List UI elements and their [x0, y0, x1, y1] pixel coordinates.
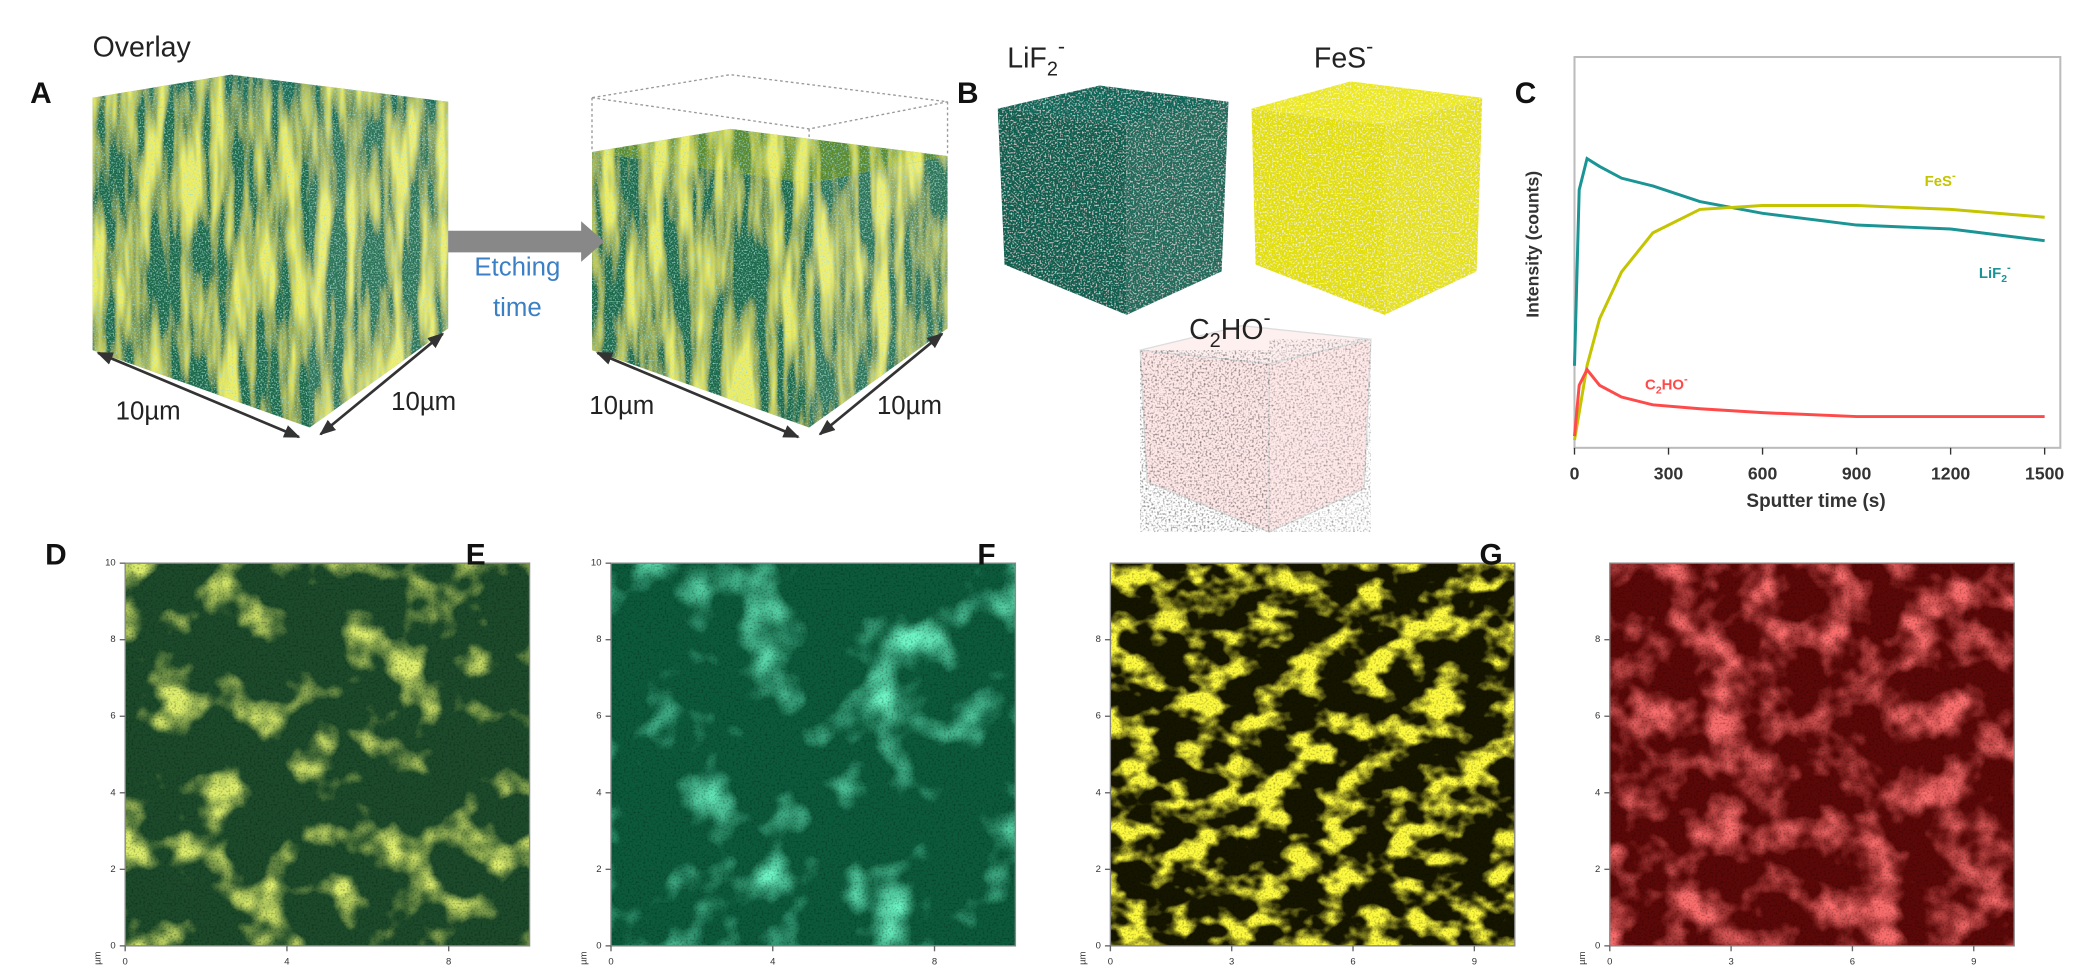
panel-letter: G	[1480, 538, 1503, 571]
y-tick-label: 2	[1595, 864, 1600, 875]
dimension-label: 10µm	[116, 397, 181, 425]
cube-face	[93, 98, 310, 428]
x-tick-label: 1200	[1931, 464, 1970, 484]
y-tick-label: 8	[596, 634, 601, 645]
cube-label: LiF2-	[1007, 34, 1065, 81]
legend-label: LiF2-	[1979, 262, 2011, 285]
y-tick-label: 0	[110, 940, 115, 951]
arrow-label: Etching	[474, 254, 560, 282]
x-tick-label: 300	[1654, 464, 1684, 484]
x-tick-label: 0	[123, 957, 128, 968]
x-tick-label: 1500	[2025, 464, 2064, 484]
dimension-label: 10µm	[589, 392, 654, 420]
cube-dots	[1269, 339, 1371, 532]
axis-unit: µm	[93, 951, 104, 964]
x-tick-label: 3	[1229, 957, 1234, 968]
x-tick-label: 600	[1748, 464, 1778, 484]
red-dots	[1140, 339, 1371, 532]
cube-face	[998, 109, 1127, 315]
cube-face	[1385, 98, 1483, 315]
panel-title: Overlay	[93, 31, 192, 63]
x-tick-label: 8	[446, 957, 451, 968]
y-tick-label: 6	[1096, 711, 1101, 722]
panel-letter: D	[45, 538, 67, 571]
y-tick-label: 8	[1595, 634, 1600, 645]
x-tick-label: 0	[1607, 957, 1612, 968]
y-tick-label: 4	[596, 787, 601, 798]
map-grain	[611, 563, 1015, 946]
cube	[1140, 326, 1371, 532]
x-tick-label: 900	[1842, 464, 1872, 484]
cubes	[93, 75, 1483, 532]
y-tick-label: 2	[110, 864, 115, 875]
panel-letter: B	[957, 77, 979, 110]
legend-label: FeS-	[1925, 170, 1956, 190]
y-tick-label: 4	[1595, 787, 1600, 798]
cube-face	[1127, 102, 1229, 315]
map-panel: D 0 2 4 6 8 10 0 4 8 µm	[45, 538, 529, 967]
y-tick-label: 10	[591, 558, 602, 569]
panel-letter: E	[466, 538, 486, 571]
y-tick-label: 2	[1096, 864, 1101, 875]
arrow-label: time	[493, 294, 542, 322]
y-tick-label: 0	[1096, 940, 1101, 951]
map-panel: F 0 2 4 6 8 0 3 6 9 µm	[977, 538, 1514, 967]
y-tick-label: 0	[1595, 940, 1600, 951]
cube	[1252, 81, 1483, 314]
y-tick-label: 0	[596, 940, 601, 951]
x-tick-label: 8	[932, 957, 937, 968]
cube-label: C2HO-	[1189, 306, 1271, 353]
x-tick-label: 3	[1728, 957, 1733, 968]
maps: D 0 2 4 6 8 10 0 4 8 µm E 0 2 4 6 8 10 0 4 8 µm F 0 2 4 6 8 0 3 6 9 µm G 0…	[45, 538, 2014, 967]
axis-unit: µm	[1078, 951, 1089, 964]
x-tick-label: 0	[608, 957, 613, 968]
map-grain	[125, 563, 529, 946]
cube	[998, 85, 1229, 314]
x-tick-label: 6	[1350, 957, 1355, 968]
dimension-label: 10µm	[877, 392, 942, 420]
cube	[592, 129, 948, 428]
x-tick-label: 4	[770, 957, 775, 968]
y-tick-label: 4	[110, 787, 115, 798]
y-axis-label: Intensity (counts)	[1522, 171, 1542, 318]
y-tick-label: 2	[596, 864, 601, 875]
legend-label: C2HO-	[1645, 373, 1688, 396]
cube-face	[592, 152, 809, 427]
cube-label: FeS-	[1314, 34, 1373, 74]
y-tick-label: 4	[1096, 787, 1101, 798]
y-tick-label: 6	[1595, 711, 1600, 722]
x-axis-label: Sputter time (s)	[1746, 491, 1885, 512]
y-tick-label: 8	[1096, 634, 1101, 645]
x-tick-label: 9	[1971, 957, 1976, 968]
axis-unit: µm	[578, 951, 589, 964]
cube-face	[1252, 109, 1385, 315]
x-tick-label: 4	[284, 957, 289, 968]
y-tick-label: 8	[110, 634, 115, 645]
cube-dots	[1140, 350, 1269, 532]
x-tick-label: 0	[1570, 464, 1580, 484]
panel-letter: C	[1515, 77, 1537, 110]
map-panel: G 0 2 4 6 8 0 3 6 9 µm	[1480, 538, 2015, 967]
figure: A Overlay Etching time 10µm 10µm 10µm 10…	[0, 0, 2100, 973]
map-panel: E 0 2 4 6 8 10 0 4 8 µm	[466, 538, 1016, 967]
dimension-label: 10µm	[391, 388, 456, 416]
panel-letter: F	[977, 538, 995, 571]
map-grain	[1110, 563, 1514, 946]
x-tick-label: 6	[1850, 957, 1855, 968]
y-tick-label: 6	[596, 711, 601, 722]
y-tick-label: 10	[105, 558, 116, 569]
axis-unit: µm	[1577, 951, 1588, 964]
x-tick-label: 0	[1108, 957, 1113, 968]
cube-face	[310, 102, 448, 428]
map-grain	[1610, 563, 2014, 946]
x-tick-label: 9	[1472, 957, 1477, 968]
panel-letter: A	[30, 77, 52, 110]
y-tick-label: 6	[110, 711, 115, 722]
wireframe	[592, 75, 948, 129]
